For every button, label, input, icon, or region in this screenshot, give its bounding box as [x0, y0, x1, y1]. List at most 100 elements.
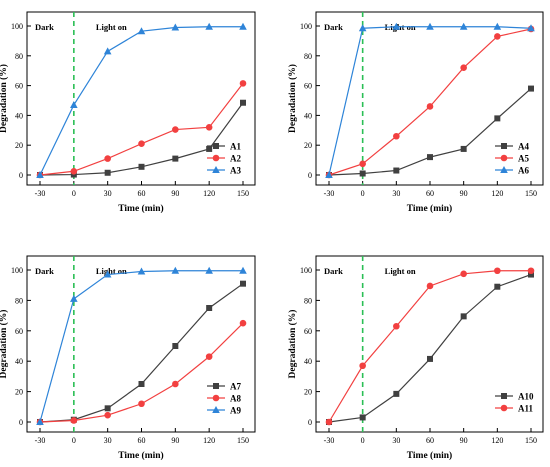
- x-tick-label: 60: [138, 436, 146, 445]
- data-point-a11: [426, 282, 434, 290]
- data-point-a4: [460, 145, 467, 152]
- x-tick-label: 90: [460, 436, 468, 445]
- data-point-a2: [172, 126, 179, 133]
- data-point-a3: [36, 171, 44, 178]
- legend-marker: [213, 143, 219, 149]
- data-point-a11: [393, 322, 400, 330]
- x-tick-label: -30: [324, 189, 335, 198]
- data-point-a7: [138, 381, 145, 387]
- data-point-a3: [137, 27, 146, 35]
- light-on-annotation: Light on: [96, 22, 127, 32]
- data-point-a8: [172, 380, 179, 388]
- legend-label: A5: [518, 154, 529, 164]
- data-point-a5: [359, 160, 366, 168]
- data-point-a8: [205, 353, 213, 360]
- panel-d: 0 20 40 60 80 100 -30 0 30 60 90 120 150 Time (min) De…: [287, 255, 544, 461]
- legend-label: A7: [230, 382, 241, 392]
- legend-marker: [212, 154, 220, 162]
- data-point-a10: [528, 271, 534, 278]
- data-point-a3: [103, 47, 112, 55]
- y-tick-label: 40: [304, 357, 312, 366]
- x-tick-label: 0: [361, 189, 365, 198]
- y-tick-label: 100: [300, 22, 312, 31]
- y-axis-label: Degradation (%): [0, 64, 9, 133]
- x-tick-label: 60: [426, 436, 434, 445]
- data-point-a7: [104, 405, 111, 412]
- data-point-a6: [325, 171, 333, 178]
- data-point-a3: [70, 100, 78, 108]
- dark-annotation: Dark: [324, 266, 343, 276]
- data-point-a9: [70, 294, 78, 302]
- y-tick-label: 60: [15, 82, 23, 91]
- legend-marker: [500, 166, 508, 173]
- data-point-a3: [239, 22, 247, 30]
- data-point-a5: [393, 132, 400, 140]
- y-tick-label: 60: [304, 82, 312, 91]
- series-line-a11: [328, 270, 531, 423]
- data-point-a11: [494, 267, 501, 275]
- data-point-a2: [70, 167, 78, 175]
- legend-label: A2: [230, 154, 241, 164]
- data-point-a9: [205, 266, 213, 274]
- x-tick-label: 0: [72, 436, 76, 445]
- data-point-a2: [205, 124, 213, 131]
- y-tick-label: 0: [308, 418, 312, 427]
- data-point-a2: [104, 155, 111, 162]
- data-point-a11: [527, 267, 535, 275]
- y-tick-label: 80: [15, 296, 23, 305]
- data-point-a11: [460, 270, 467, 278]
- y-tick-label: 20: [15, 141, 23, 150]
- y-tick-label: 80: [304, 52, 312, 61]
- x-tick-label: 120: [203, 189, 215, 198]
- legend-marker: [501, 393, 507, 399]
- data-point-a1: [138, 163, 145, 170]
- data-point-a3: [171, 23, 180, 31]
- y-tick-label: 20: [304, 141, 312, 150]
- panel-a: 0 20 40 60 80 100 -30 0 30 60 90 120 150 Time (min) De…: [0, 11, 256, 214]
- data-point-a10: [393, 390, 400, 397]
- x-tick-label: 150: [237, 189, 249, 198]
- x-tick-label: 120: [491, 189, 503, 198]
- data-point-a4: [359, 170, 366, 177]
- legend-marker: [500, 154, 508, 162]
- data-point-a11: [325, 418, 333, 426]
- y-tick-label: 60: [15, 327, 23, 336]
- plot-frame: [26, 11, 256, 186]
- data-point-a4: [528, 85, 534, 92]
- legend-label: A6: [518, 166, 529, 176]
- data-point-a9: [137, 267, 146, 275]
- x-tick-label: 150: [525, 189, 537, 198]
- x-tick-label: 60: [426, 189, 434, 198]
- x-axis-label: Time (min): [118, 450, 163, 461]
- y-tick-label: 40: [15, 357, 23, 366]
- y-tick-label: 0: [19, 418, 23, 427]
- x-tick-label: 90: [460, 189, 468, 198]
- legend-marker: [212, 166, 220, 173]
- y-tick-label: 0: [19, 171, 23, 180]
- data-point-a10: [460, 313, 467, 320]
- x-axis-label: Time (min): [407, 450, 452, 461]
- y-tick-label: 20: [304, 388, 312, 397]
- x-tick-label: 120: [491, 436, 503, 445]
- x-tick-label: -30: [35, 189, 46, 198]
- series-line-a3: [39, 26, 243, 176]
- data-point-a6: [358, 24, 367, 32]
- dark-annotation: Dark: [35, 22, 54, 32]
- legend-label: A1: [230, 142, 241, 152]
- dark-annotation: Dark: [324, 22, 343, 32]
- data-point-a9: [36, 418, 44, 425]
- data-point-a6: [493, 22, 502, 30]
- y-tick-label: 80: [304, 296, 312, 305]
- y-tick-label: 100: [11, 22, 23, 31]
- data-point-a6: [392, 22, 401, 30]
- light-on-annotation: Light on: [96, 266, 127, 276]
- y-axis-label: Degradation (%): [287, 310, 298, 379]
- x-tick-label: 0: [72, 189, 76, 198]
- x-tick-label: 150: [237, 436, 249, 445]
- data-point-a10: [494, 283, 501, 290]
- series-line-a4: [328, 88, 532, 176]
- data-point-a8: [104, 411, 111, 419]
- panel-c: 0 20 40 60 80 100 -30 0 30 60 90 120 150 Time (min) De…: [0, 255, 256, 461]
- x-tick-label: 90: [171, 189, 179, 198]
